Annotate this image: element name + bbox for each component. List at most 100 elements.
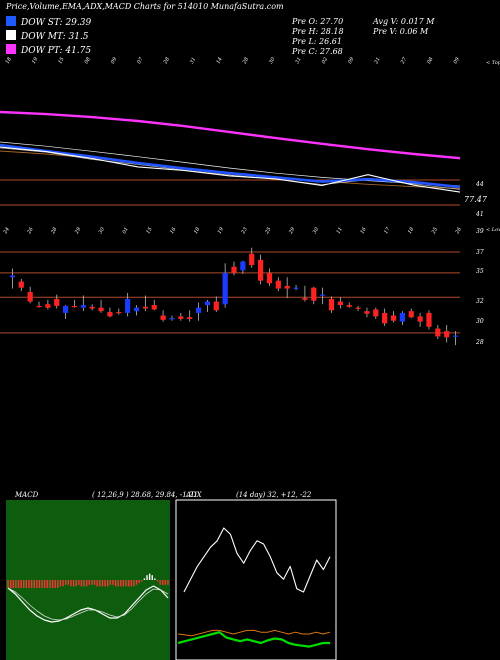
ema-x-tick-label: 07 — [136, 56, 145, 65]
candle-body — [417, 316, 423, 322]
candle-body — [355, 307, 361, 309]
ema-x-tick-label: 08 — [84, 56, 92, 65]
ema-brown-line — [0, 150, 461, 189]
legend-label-dow-st: DOW ST: 29.39 — [21, 18, 92, 28]
ema-x-tick-label: 15 — [57, 56, 65, 65]
candle-body — [151, 305, 157, 310]
candle-x-tick-label: 29 — [288, 226, 297, 236]
candle-body — [373, 309, 379, 317]
ema-x-tick-label: 09 — [347, 56, 356, 65]
candle-body — [346, 305, 352, 307]
candle-body — [275, 280, 281, 289]
candle-body — [178, 316, 184, 319]
candle-body — [195, 307, 202, 313]
ema-x-tick-label: 09 — [110, 56, 119, 65]
candle-x-tick-label: 25 — [430, 226, 439, 235]
adx-params: (14 day) 32, +12, -22 — [236, 491, 312, 499]
candle-x-tick-label: 17 — [383, 226, 392, 235]
ema-x-tick-label: 28 — [162, 56, 171, 65]
candle-body — [311, 287, 317, 301]
ema-x-tick-label: 28 — [241, 56, 250, 65]
candle-body — [9, 275, 16, 278]
candle-body — [382, 312, 388, 324]
candle-body — [80, 305, 86, 308]
legend-dow-pt: DOW PT: 41.75 — [6, 44, 91, 56]
candle-x-tick-label: 19 — [217, 226, 226, 235]
candle-body — [89, 306, 95, 309]
candle-y-tick-label: 35 — [476, 268, 484, 275]
candle-x-tick-label: 25 — [264, 226, 273, 235]
ema-x-tick-label: 21 — [373, 56, 382, 65]
candle-x-tick-label: 24 — [2, 226, 11, 235]
candle-body — [435, 328, 441, 337]
low-value: Pre L: 26.61 — [292, 37, 342, 46]
ema-x-tick-label: 02 — [321, 56, 329, 65]
candle-body — [364, 311, 370, 314]
candle-body — [160, 315, 166, 320]
candle-x-tick-label: 28 — [50, 226, 59, 235]
candle-body — [222, 272, 228, 305]
candle-body — [63, 305, 69, 313]
candle-body — [249, 253, 255, 266]
legend-swatch-dow-st — [6, 16, 16, 26]
ema-x-tick-label: 31 — [294, 56, 302, 65]
candle-body — [36, 305, 42, 308]
adx-label: ADX — [185, 491, 203, 499]
candle-body — [320, 294, 326, 296]
candle-top-caption: < Lows — [486, 227, 500, 233]
candle-body — [187, 317, 193, 319]
ema-top-caption: < Tops — [486, 60, 500, 66]
ema-x-tick-label: 18 — [5, 56, 13, 65]
candle-x-tick-label: 18 — [193, 226, 201, 235]
macd-line — [7, 585, 169, 623]
candle-y-tick-label: 30 — [476, 318, 484, 325]
avg-volume-value: Avg V: 0.017 M — [373, 17, 435, 26]
candle-body — [390, 315, 397, 321]
candle-body — [213, 301, 219, 311]
candle-body — [45, 304, 51, 308]
candle-x-tick-label: 29 — [73, 226, 82, 236]
macd-signal-line — [7, 587, 169, 621]
adx-plus-di-line — [177, 631, 330, 648]
candle-y-tick-label: 32 — [476, 298, 484, 305]
candle-body — [27, 292, 33, 302]
candle-body — [328, 298, 335, 311]
ema-x-tick-label: 27 — [399, 56, 408, 66]
ema-x-tick-label: 19 — [31, 56, 40, 65]
close-value: Pre C: 27.68 — [292, 47, 343, 56]
high-value: Pre H: 28.18 — [292, 27, 344, 36]
candle-body — [426, 312, 432, 327]
candle-body — [133, 307, 140, 312]
candle-body — [293, 287, 299, 289]
legend-swatch-dow-mt — [6, 30, 16, 40]
legend-dow-st: DOW ST: 29.39 — [6, 16, 91, 28]
adx-panel-frame — [175, 499, 337, 660]
price-line — [0, 146, 461, 193]
candle-body — [399, 312, 405, 322]
macd-label: MACD — [14, 491, 39, 499]
candle-body — [284, 285, 290, 289]
candle-body — [337, 301, 343, 306]
open-value: Pre O: 27.70 — [292, 17, 344, 26]
ema-y-tick-label: 44 — [475, 181, 484, 188]
ema-y-tick-label: 41 — [475, 211, 484, 218]
candle-x-tick-label: 16 — [169, 226, 178, 235]
candle-body — [116, 312, 122, 314]
candle-body — [408, 311, 414, 318]
macd-params: ( 12,26,9 ) 28.68, 29.84, -1.21 — [92, 491, 198, 499]
candle-body — [231, 266, 237, 273]
candle-body — [204, 301, 211, 306]
chart-header-title: Price,Volume,EMA,ADX,MACD Charts for 514… — [6, 2, 284, 11]
legend-swatch-dow-pt — [6, 44, 16, 54]
candle-x-tick-label: 26 — [26, 226, 35, 236]
adx-minus-di-line — [177, 629, 331, 637]
candle-body — [107, 312, 113, 317]
legend-dow-mt: DOW MT: 31.5 — [6, 30, 89, 42]
ema-x-tick-label: 14 — [215, 56, 223, 65]
candle-body — [71, 305, 78, 308]
candle-x-tick-label: 16 — [359, 226, 368, 235]
candle-body — [302, 298, 308, 300]
ema-long-line — [0, 110, 461, 160]
candle-y-tick-label: 37 — [476, 249, 484, 256]
